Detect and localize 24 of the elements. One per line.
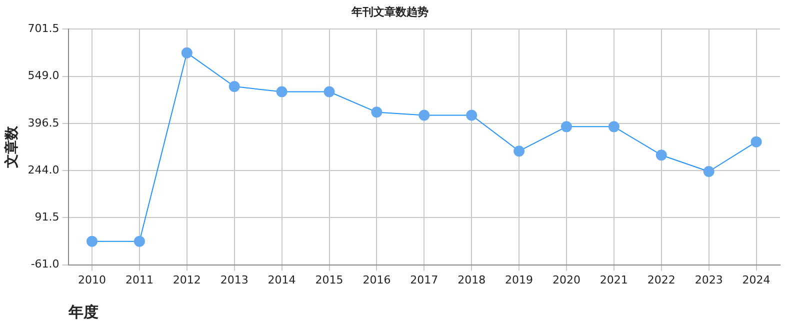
- x-tick-label: 2014: [268, 273, 296, 286]
- x-tick-label: 2010: [78, 273, 106, 286]
- y-tick-label: -61.0: [30, 258, 60, 271]
- chart-title: 年刊文章数趋势: [350, 5, 428, 18]
- x-tick-label: 2018: [458, 273, 486, 286]
- y-tick-label: 91.5: [34, 210, 60, 224]
- x-tick-label: 2021: [600, 273, 628, 286]
- x-tick-label: 2023: [694, 273, 723, 286]
- x-tick-label: 2024: [742, 273, 770, 286]
- x-tick-label: 2012: [172, 273, 201, 286]
- y-tick-label: 701.5: [28, 22, 60, 36]
- x-tick-label: 2011: [125, 273, 154, 286]
- x-tick-label: 2013: [220, 273, 248, 286]
- x-tick-label: 2020: [552, 273, 580, 286]
- y-axis-title: 文章数: [3, 125, 20, 169]
- y-tick-label: 396.5: [28, 116, 60, 130]
- y-tick-label: 549.0: [28, 69, 60, 82]
- x-tick-label: 2022: [647, 273, 676, 286]
- y-tick-label: 244.0: [28, 163, 60, 176]
- x-tick-label: 2016: [362, 273, 391, 286]
- x-tick-label: 2017: [410, 273, 438, 286]
- x-axis-title: 年度: [67, 302, 98, 321]
- x-tick-label: 2015: [315, 273, 344, 286]
- x-tick-label: 2019: [505, 273, 534, 286]
